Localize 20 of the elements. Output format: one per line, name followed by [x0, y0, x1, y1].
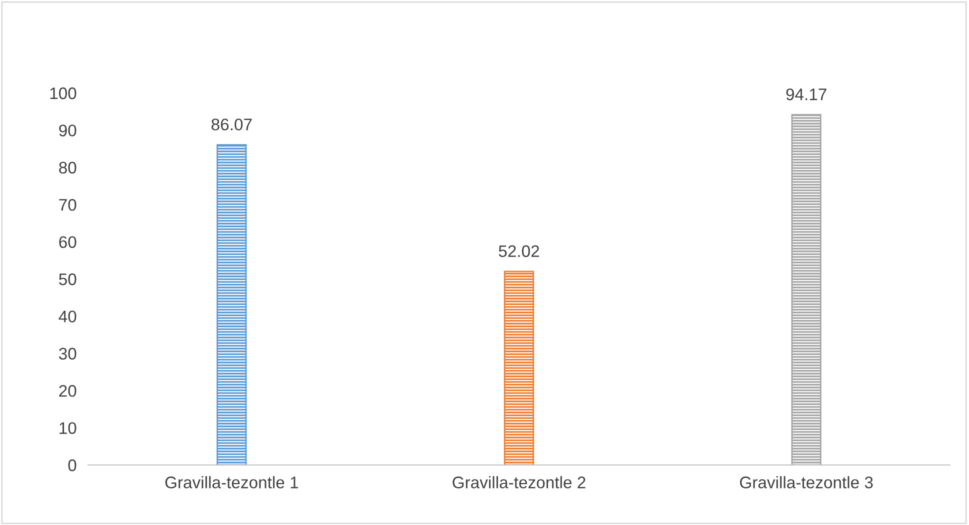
- y-tick-label: 90: [59, 124, 76, 136]
- y-tick-label: 60: [59, 236, 76, 248]
- bar: [504, 270, 534, 465]
- data-label: 86.07: [212, 118, 252, 130]
- y-tick-label: 0: [68, 459, 76, 472]
- bar: [791, 114, 822, 465]
- y-tick-label: 50: [59, 273, 76, 286]
- x-tick-label: Gravilla-tezontle 1: [165, 476, 298, 488]
- y-tick-label: 70: [59, 199, 76, 211]
- x-tick-label: Gravilla-tezontle 2: [452, 476, 586, 488]
- y-tick-label: 20: [59, 385, 76, 397]
- bar: [216, 144, 247, 465]
- y-tick-label: 40: [58, 310, 76, 322]
- data-label: 52.02: [498, 245, 540, 258]
- y-tick-label: 80: [59, 162, 76, 174]
- y-tick-label: 30: [58, 348, 76, 360]
- x-tick-label: Gravilla-tezontle 3: [740, 476, 873, 488]
- data-label: 94.17: [786, 88, 826, 100]
- y-tick-label: 100: [50, 87, 76, 100]
- y-tick-label: 10: [60, 422, 76, 434]
